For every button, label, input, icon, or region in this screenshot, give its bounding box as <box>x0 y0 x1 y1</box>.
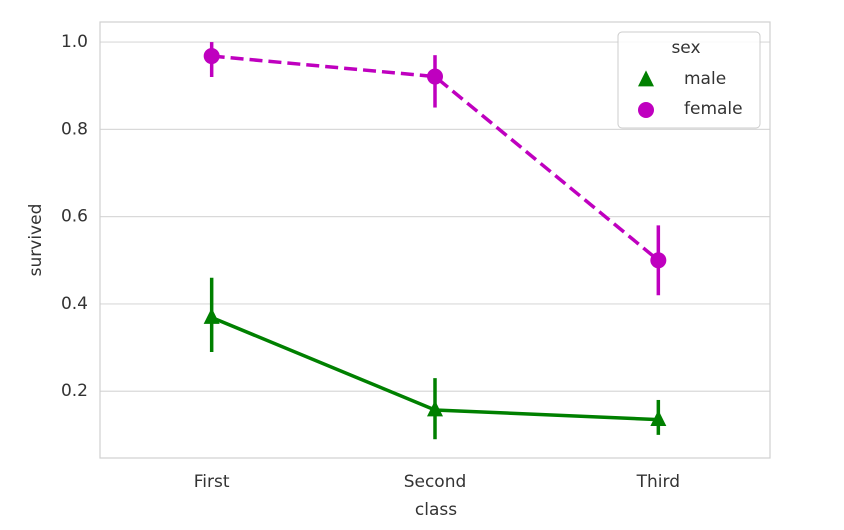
y-tick-label: 0.6 <box>61 207 88 227</box>
data-point <box>203 307 220 324</box>
legend-marker <box>638 70 654 87</box>
y-tick-label: 0.2 <box>61 381 88 401</box>
x-tick-label: Third <box>636 472 680 492</box>
legend-marker <box>638 102 654 118</box>
y-tick-label: 0.8 <box>61 119 88 139</box>
plot-frame <box>99 21 771 459</box>
data-point <box>650 252 667 269</box>
legend-box <box>617 31 761 129</box>
data-point <box>203 48 220 65</box>
data-point <box>427 400 443 417</box>
legend-label: male <box>684 69 726 89</box>
y-tick-label: 1.0 <box>61 32 88 52</box>
x-axis-label: class <box>415 500 457 520</box>
x-tick-label: First <box>194 472 230 492</box>
data-point <box>427 68 443 85</box>
x-tick-label: Second <box>404 472 467 492</box>
y-tick-label: 0.4 <box>61 294 88 314</box>
data-point <box>650 409 667 426</box>
legend-title: sex <box>671 38 700 58</box>
legend-label: female <box>684 99 743 119</box>
y-axis-label: survived <box>26 204 46 277</box>
